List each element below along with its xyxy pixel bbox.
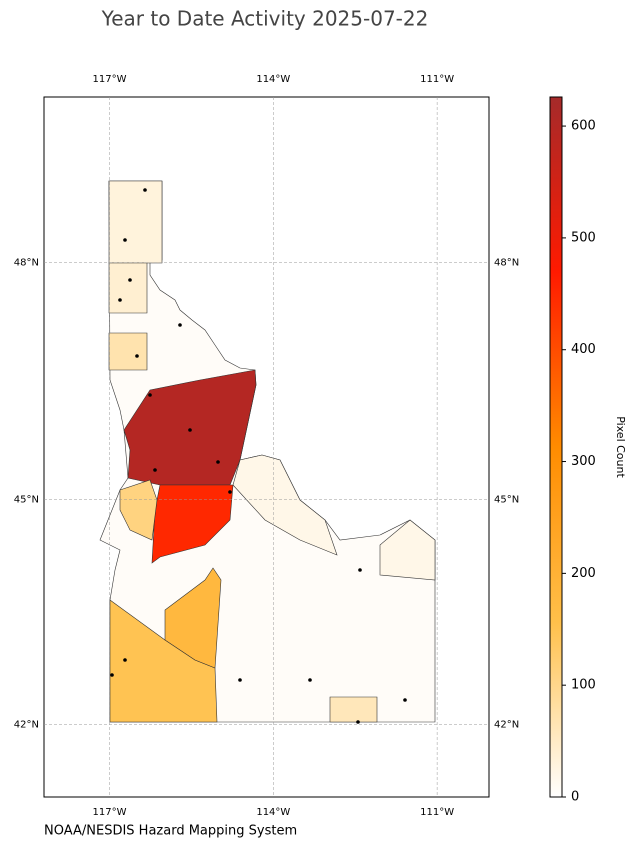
region — [379, 519, 436, 581]
lat-label-left: 45°N — [14, 495, 39, 506]
colorbar-tick-label: 300 — [571, 454, 596, 469]
colorbar-label: Pixel Count — [614, 416, 627, 478]
hotspot — [308, 678, 312, 682]
region — [108, 180, 163, 264]
title: Year to Date Activity 2025-07-22 — [101, 7, 429, 31]
lon-label-bottom: 117°W — [93, 807, 127, 818]
colorbar — [549, 96, 563, 798]
hotspot — [118, 298, 122, 302]
hotspot — [143, 188, 147, 192]
region — [108, 262, 148, 314]
colorbar-tick-label: 600 — [571, 119, 596, 134]
hotspot — [148, 393, 152, 397]
credit: NOAA/NESDIS Hazard Mapping System — [44, 824, 297, 839]
region — [119, 479, 158, 541]
lat-label-right: 45°N — [494, 495, 519, 506]
hotspot — [228, 490, 232, 494]
hotspot — [216, 460, 220, 464]
region — [164, 567, 222, 669]
hotspot — [238, 678, 242, 682]
hotspot — [403, 698, 407, 702]
hotspot — [188, 428, 192, 432]
lon-label-bottom: 114°W — [256, 807, 290, 818]
hotspot — [123, 658, 127, 662]
lon-label-bottom: 111°W — [420, 807, 454, 818]
hotspot — [135, 354, 139, 358]
lon-label-top: 111°W — [420, 74, 454, 85]
lat-label-left: 42°N — [14, 719, 39, 730]
map-frame — [43, 96, 490, 798]
colorbar-tick-label: 0 — [571, 790, 579, 805]
hotspot — [153, 468, 157, 472]
colorbar-tick-label: 200 — [571, 566, 596, 581]
lon-label-top: 117°W — [93, 74, 127, 85]
region — [232, 454, 338, 556]
colorbar-tick-label: 400 — [571, 342, 596, 357]
hotspot — [356, 720, 360, 724]
lon-label-top: 114°W — [256, 74, 290, 85]
hotspot — [110, 673, 114, 677]
hotspot — [358, 568, 362, 572]
lat-label-right: 48°N — [494, 258, 519, 269]
colorbar-tick-label: 500 — [571, 230, 596, 245]
region — [108, 332, 148, 371]
hotspot — [178, 323, 182, 327]
colorbar-tick-label: 100 — [571, 678, 596, 693]
lat-label-right: 42°N — [494, 719, 519, 730]
hotspot — [128, 278, 132, 282]
lat-label-left: 48°N — [14, 258, 39, 269]
hotspot — [123, 238, 127, 242]
region — [329, 696, 378, 723]
